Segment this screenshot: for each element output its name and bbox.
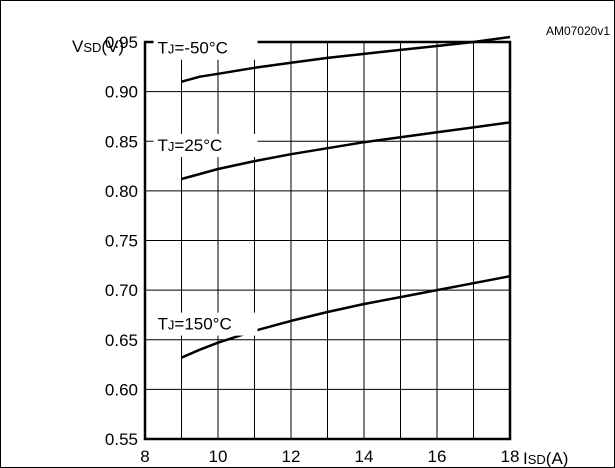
series-label-sub: J (168, 139, 175, 154)
x-tick-label: 18 (501, 447, 520, 466)
series-line-2 (181, 274, 511, 359)
y-tick-labels: 0.55 0.60 0.65 0.70 0.75 0.80 0.85 0.90 0.95 (105, 33, 138, 449)
y-tick-label: 0.55 (105, 430, 138, 449)
series-label-sub: J (168, 318, 175, 333)
x-tick-label: 12 (282, 447, 301, 466)
series-label-main: T (158, 136, 168, 155)
x-axis-label-main: I (523, 449, 528, 468)
series-label-sub: J (168, 42, 175, 57)
series-label-background (153, 133, 258, 157)
x-axis-label-unit: (A) (546, 449, 569, 468)
x-tick-labels: 8 10 12 14 16 18 (140, 447, 519, 466)
x-tick-label: 14 (355, 447, 374, 466)
y-tick-label: 0.75 (105, 232, 138, 251)
series-label-rest: =150°C (174, 315, 231, 334)
y-tick-label: 0.60 (105, 380, 138, 399)
x-axis-label: ISD(A) (523, 449, 568, 468)
series-label-1: TJ=25°C (158, 136, 223, 155)
y-tick-label: 0.95 (105, 33, 138, 52)
series-label-rest: =-50°C (174, 39, 228, 58)
series-line-1 (181, 121, 511, 181)
y-axis-label-main: V (72, 37, 84, 56)
series-label-0: TJ=-50°C (158, 39, 228, 58)
y-axis-label: VSD(V) (72, 37, 124, 56)
figure-code: AM07020v1 (546, 24, 610, 38)
y-axis-label-sub: SD (83, 40, 101, 55)
y-tick-label: 0.65 (105, 331, 138, 350)
series-label-main: T (158, 315, 168, 334)
plot-border (143, 40, 512, 441)
series-lines: TJ=-50°CTJ=25°CTJ=150°C (153, 35, 511, 359)
y-tick-label: 0.70 (105, 281, 138, 300)
grid (145, 41, 510, 439)
y-tick-label: 0.90 (105, 83, 138, 102)
series-line-0 (181, 35, 511, 83)
series-label-background (153, 312, 258, 336)
y-tick-label: 0.80 (105, 182, 138, 201)
series-label-2: TJ=150°C (158, 315, 232, 334)
x-axis-label-sub: SD (528, 452, 546, 467)
x-tick-label: 10 (209, 447, 228, 466)
x-tick-label: 8 (140, 447, 149, 466)
y-tick-label: 0.85 (105, 132, 138, 151)
y-axis-label-unit: (V) (101, 37, 124, 56)
series-label-main: T (158, 39, 168, 58)
x-tick-label: 16 (428, 447, 447, 466)
series-label-rest: =25°C (174, 136, 222, 155)
series-label-background (153, 36, 258, 60)
